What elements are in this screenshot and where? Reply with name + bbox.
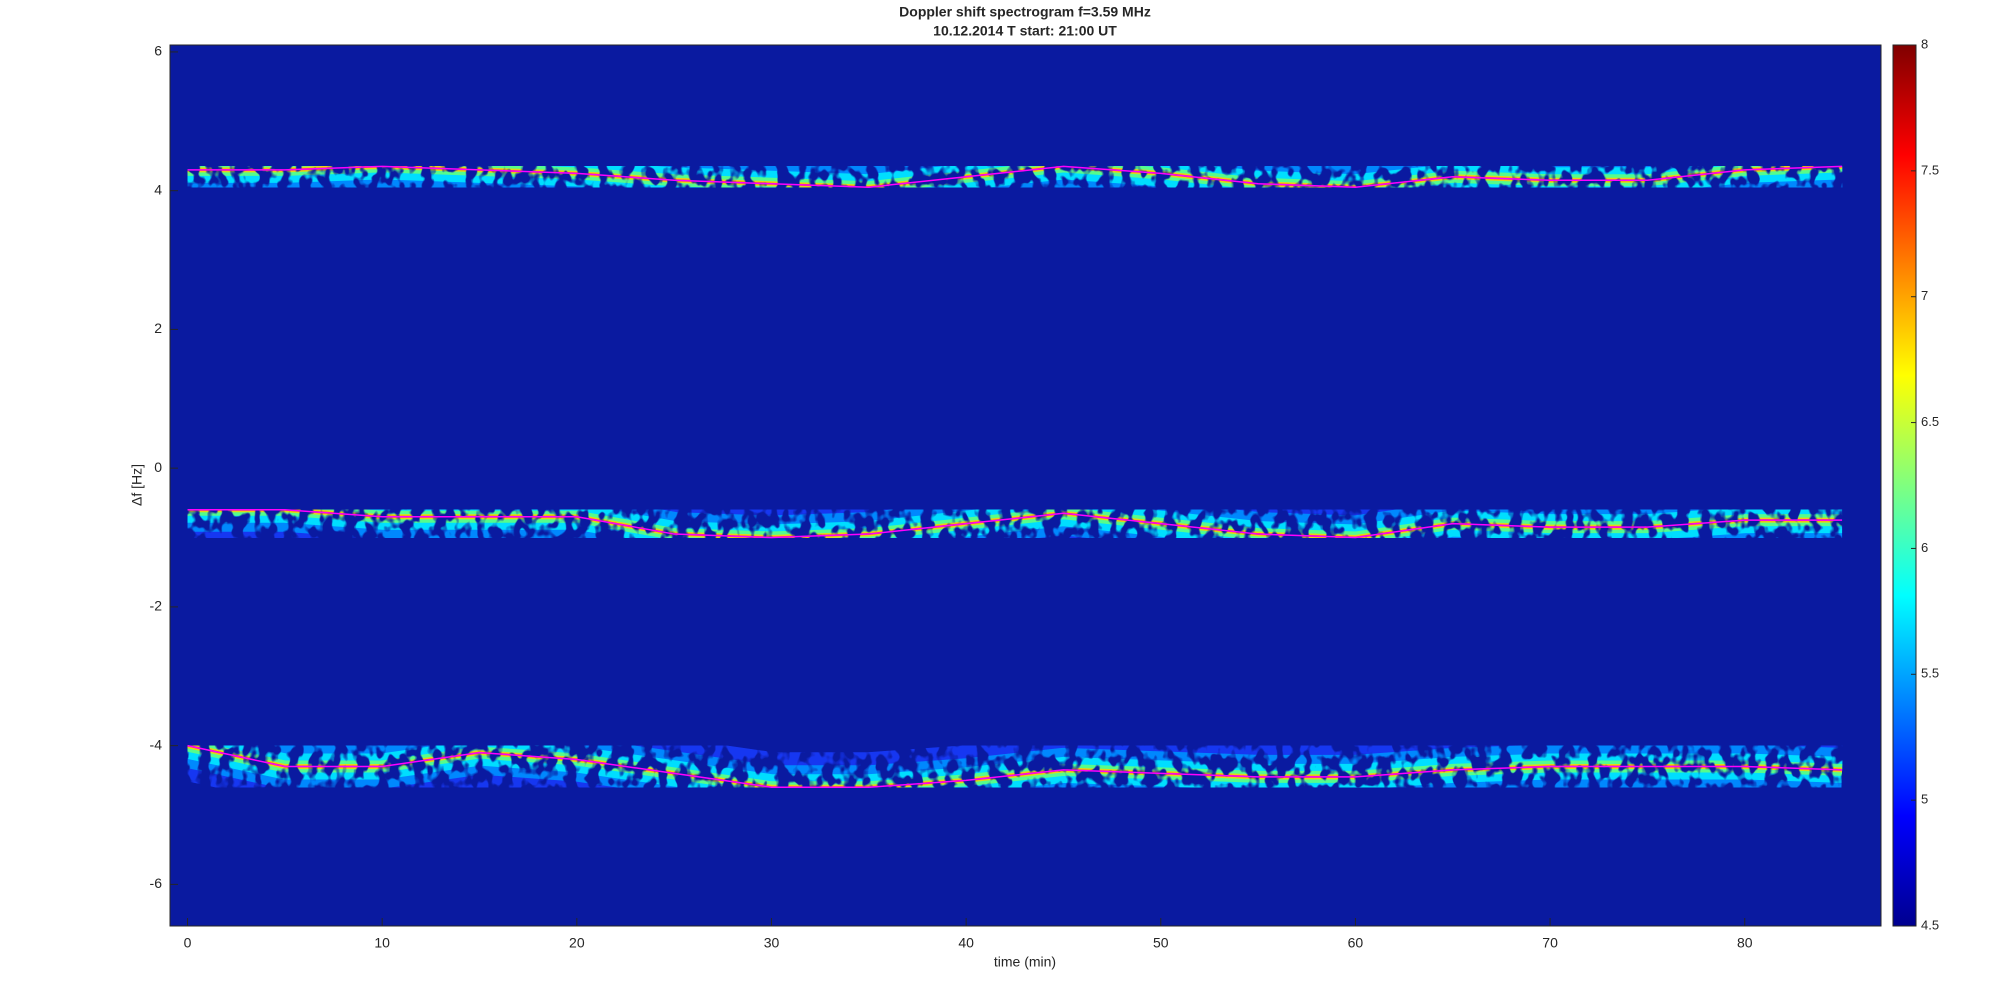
y-tick-label: -2 <box>150 598 163 614</box>
plot-frame <box>169 44 1882 927</box>
colorbar <box>1892 44 1917 927</box>
x-tick-label: 70 <box>1542 935 1558 951</box>
trace-line <box>187 744 1843 789</box>
colorbar-tick-label: 6.5 <box>1921 414 1939 429</box>
x-tick-label: 0 <box>184 935 192 951</box>
y-axis-label: Δf [Hz] <box>129 464 145 506</box>
colorbar-tick-label: 6 <box>1921 540 1928 555</box>
y-tick-label: 0 <box>154 459 162 475</box>
x-axis-label: time (min) <box>994 954 1056 970</box>
colorbar-tick-label: 8 <box>1921 36 1928 51</box>
y-tick-label: 2 <box>154 320 162 336</box>
plot-area <box>180 131 1844 823</box>
y-tick-label: -4 <box>150 736 163 752</box>
spectral-band <box>187 131 1844 223</box>
trace-line <box>187 509 1843 539</box>
x-tick-label: 80 <box>1737 935 1753 951</box>
spectral-band <box>187 474 1843 573</box>
x-tick-label: 20 <box>569 935 585 951</box>
x-tick-label: 40 <box>958 935 974 951</box>
x-tick-label: 50 <box>1153 935 1169 951</box>
colorbar-tick-label: 7.5 <box>1921 162 1939 177</box>
colorbar-tick-label: 4.5 <box>1921 917 1939 932</box>
chart-subtitle: 10.12.2014 T start: 21:00 UT <box>933 23 1117 39</box>
x-tick-label: 30 <box>764 935 780 951</box>
colorbar-tick-label: 5 <box>1921 792 1928 807</box>
y-tick-label: 4 <box>154 181 162 197</box>
x-tick-label: 10 <box>374 935 390 951</box>
colorbar-tick-label: 7 <box>1921 288 1928 303</box>
chart-title: Doppler shift spectrogram f=3.59 MHz <box>899 4 1151 20</box>
x-tick-label: 60 <box>1348 935 1364 951</box>
y-tick-label: 6 <box>154 43 162 59</box>
trace-line <box>187 165 1843 188</box>
y-tick-label: -6 <box>150 875 163 891</box>
colorbar-tick-label: 5.5 <box>1921 666 1939 681</box>
